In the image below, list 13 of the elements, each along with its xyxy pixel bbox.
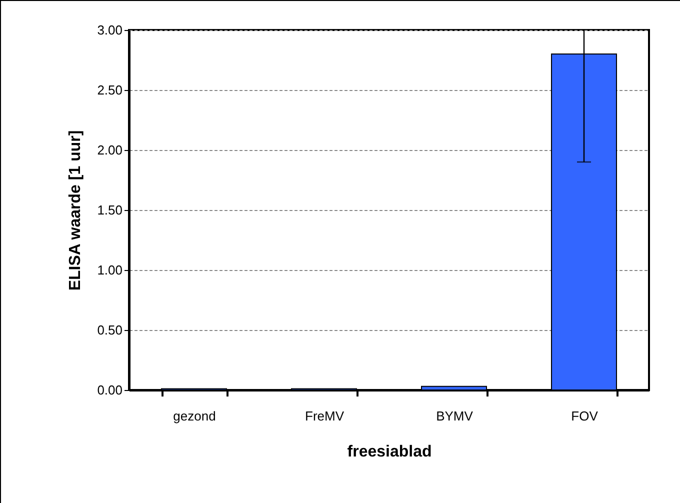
y-tick-label: 3.00 — [97, 22, 122, 38]
y-tick-label: 1.00 — [97, 262, 122, 278]
y-tick-label: 2.50 — [97, 82, 122, 98]
x-axis-title: freesiablad — [347, 444, 432, 460]
y-tick-label: 0.00 — [97, 382, 122, 398]
y-tick-label: 0.50 — [97, 322, 122, 338]
y-axis-title: ELISA waarde [1 uur] — [67, 130, 84, 291]
x-tick-label: BYMV — [436, 408, 474, 424]
y-tick-label: 1.50 — [97, 202, 122, 218]
x-tick-label: FOV — [571, 408, 598, 424]
x-tick-label: gezond — [173, 408, 216, 424]
x-tick-label: FreMV — [305, 408, 344, 424]
y-tick-label: 2.00 — [97, 142, 122, 158]
